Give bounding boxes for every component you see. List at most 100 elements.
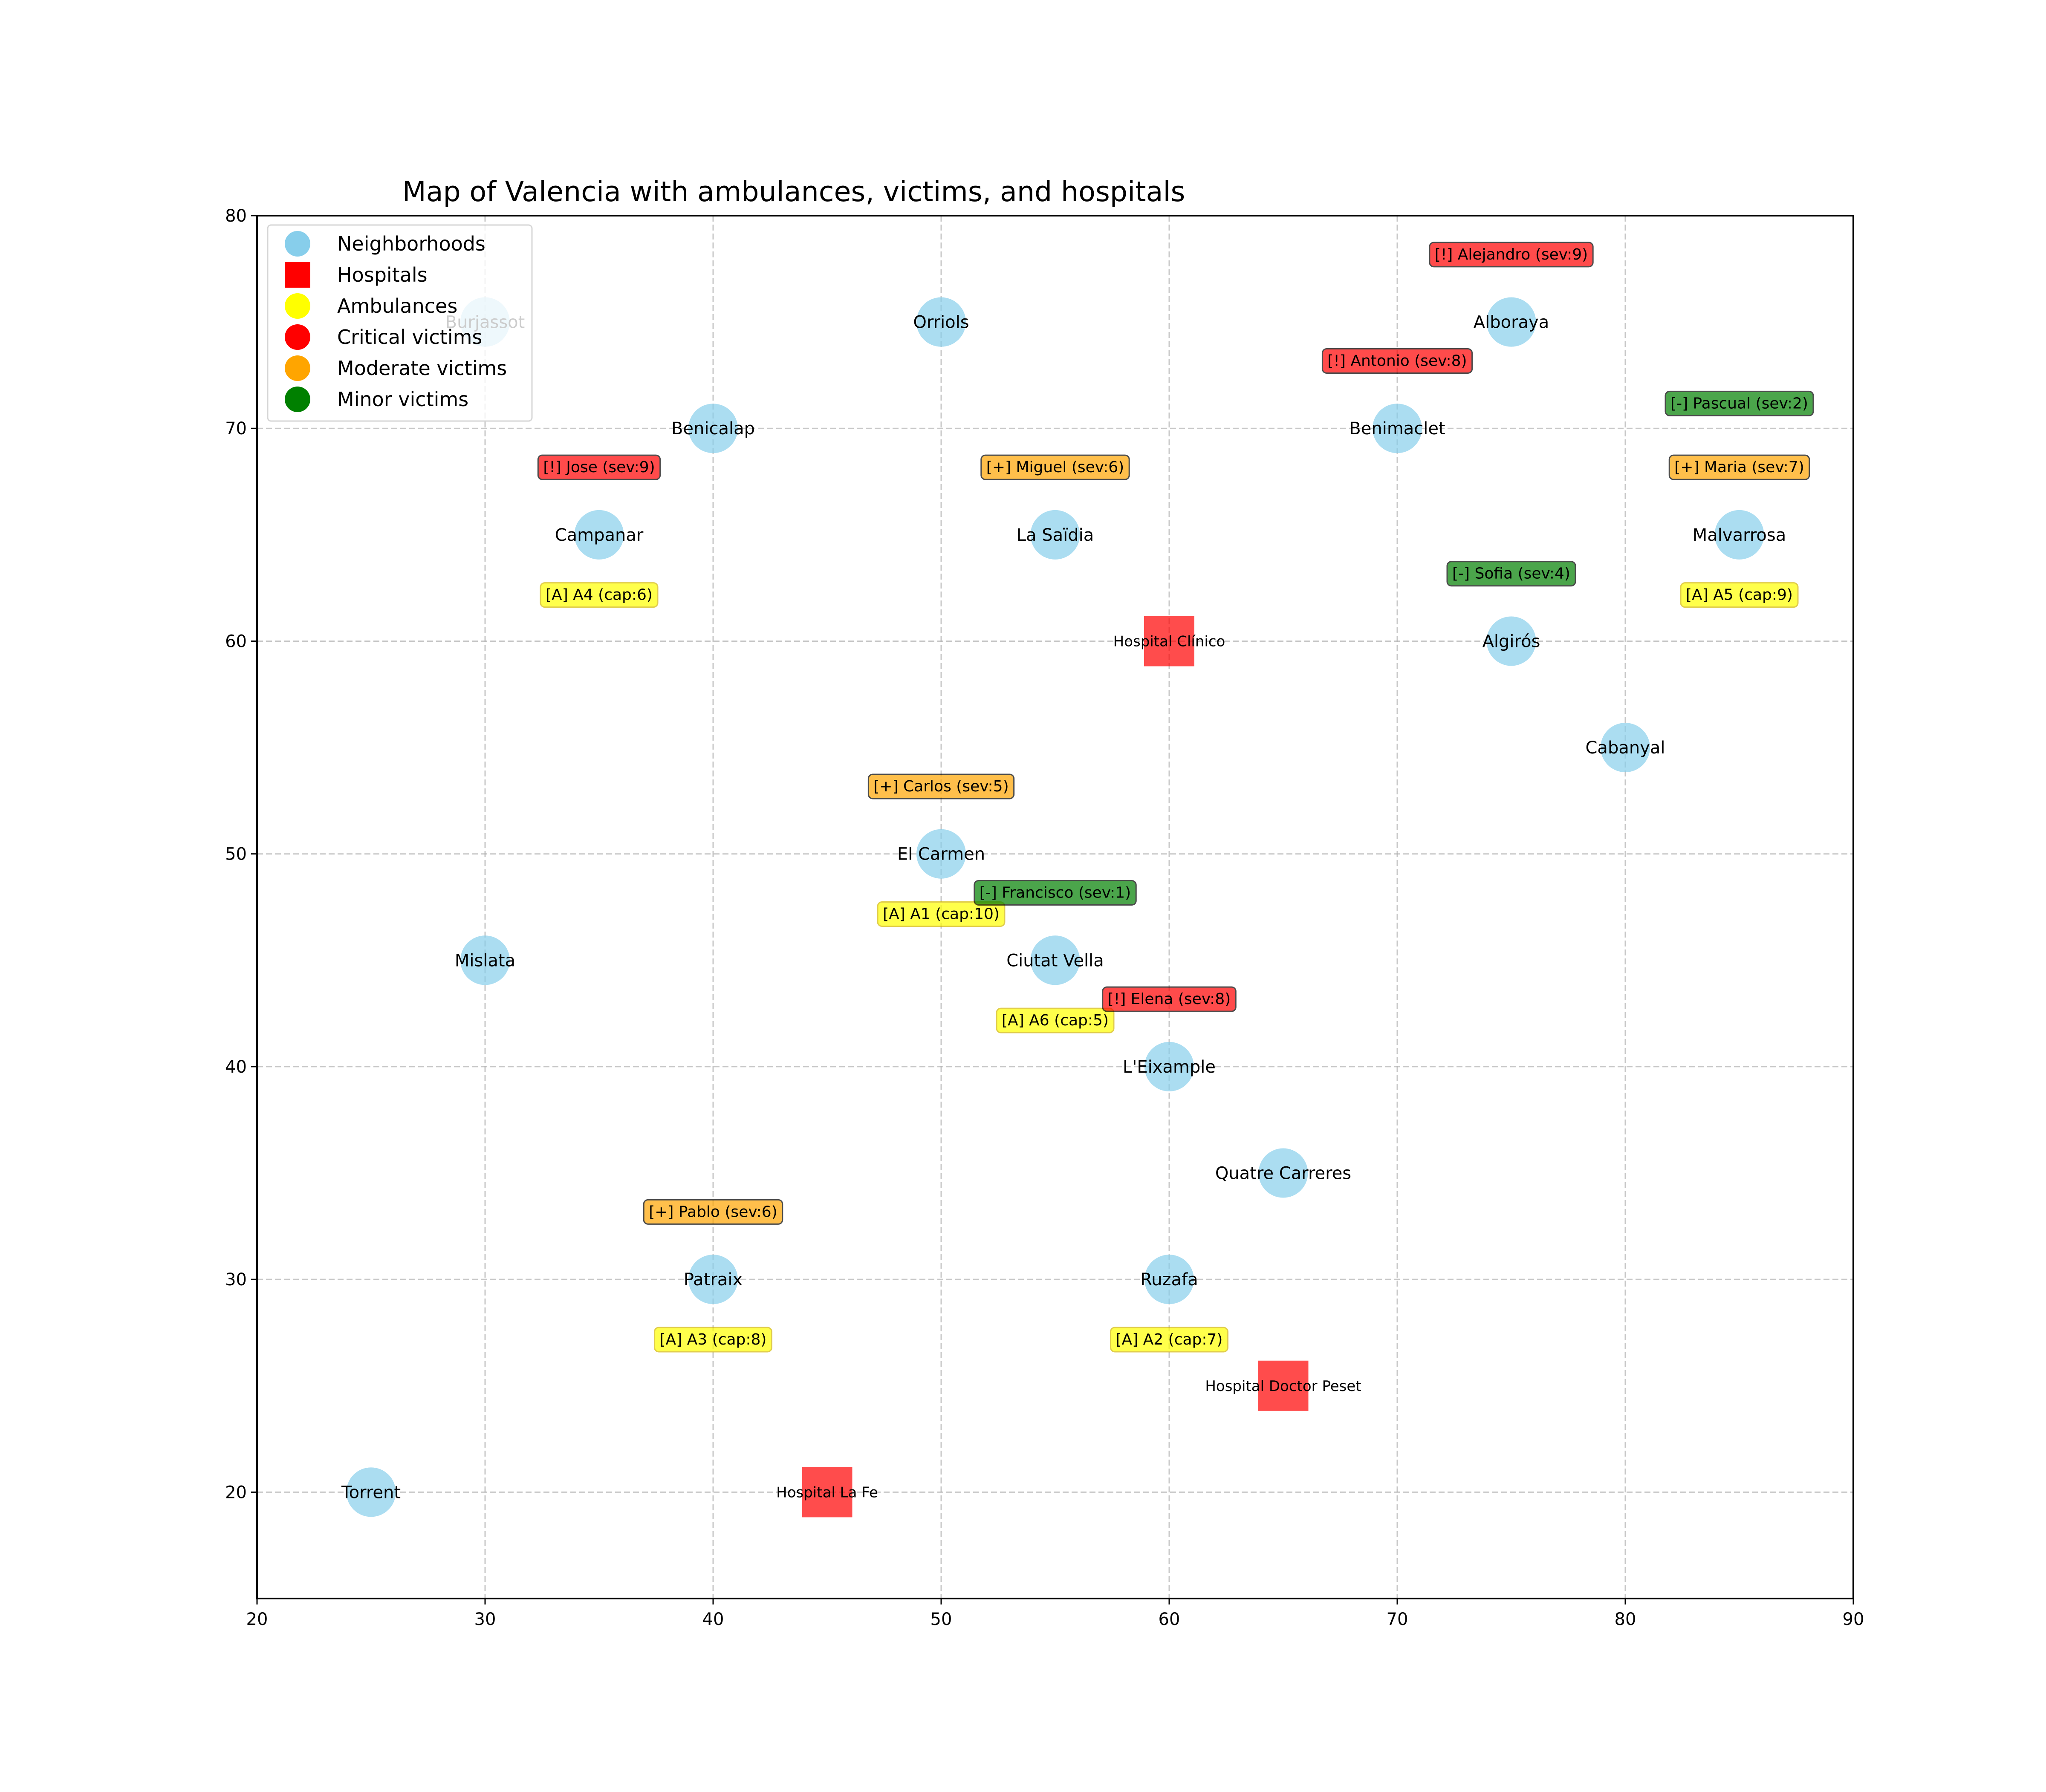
- victim-marker-label: [-] Sofia (sev:4): [1452, 565, 1570, 583]
- legend-box: [267, 224, 533, 422]
- y-tick-label: 40: [225, 1057, 247, 1077]
- victim-marker-label: [!] Jose (sev:9): [543, 459, 655, 476]
- victim-marker-box: [1102, 986, 1237, 1012]
- neighborhood-marker: [1486, 616, 1536, 666]
- neighborhood-label: Campanar: [555, 525, 644, 545]
- x-tick-label: 70: [1387, 1610, 1408, 1629]
- victim-marker-label: [-] Francisco (sev:1): [980, 884, 1131, 902]
- ambulance-marker: [A] A4 (cap:6): [540, 582, 659, 608]
- victim-marker-box: [537, 454, 661, 480]
- neighborhood-marker: [346, 1467, 396, 1517]
- neighborhood-label: Alboraya: [1474, 313, 1549, 332]
- x-tick-label: 30: [474, 1610, 496, 1629]
- plot-frame: [256, 215, 1854, 1599]
- neighborhood-label: El Carmen: [897, 845, 985, 864]
- y-tick-label: 30: [225, 1270, 247, 1290]
- neighborhood-label: Quatre Carreres: [1215, 1164, 1351, 1183]
- victim-marker-box: [1321, 348, 1473, 374]
- x-tick-label: 40: [702, 1610, 724, 1629]
- neighborhood-label: Ruzafa: [1140, 1270, 1198, 1290]
- x-tick-label: 80: [1615, 1610, 1636, 1629]
- victim-marker: [-] Sofia (sev:4): [1446, 561, 1576, 587]
- ambulance-marker-box: [1110, 1327, 1228, 1353]
- legend-label: Minor victims: [337, 388, 468, 411]
- ambulance-marker-label: [A] A2 (cap:7): [1116, 1331, 1223, 1348]
- victim-marker-box: [974, 880, 1137, 906]
- neighborhood-marker: [916, 829, 966, 879]
- ambulance-marker-label: [A] A6 (cap:5): [1002, 1012, 1109, 1029]
- victim-marker: [+] Pablo (sev:6): [643, 1199, 783, 1225]
- point-labels: BurjassotOrriolsAlborayaBenicalapBenimac…: [341, 242, 1814, 1502]
- ambulance-marker-label: [A] A4 (cap:6): [546, 586, 653, 604]
- axis-ticks: 20 30 40 50 60 70 80 90 20 30 40 50 60 70 80: [225, 206, 1864, 1629]
- neighborhood-marker: [1714, 510, 1764, 560]
- ambulance-marker-box: [654, 1327, 772, 1353]
- x-tick-label: 90: [1843, 1610, 1864, 1629]
- neighborhood-label: Benimaclet: [1349, 419, 1445, 439]
- x-tick-label: 20: [246, 1610, 268, 1629]
- neighborhood-label: Cabanyal: [1586, 738, 1665, 758]
- hospital-label: Hospital La Fe: [776, 1484, 878, 1501]
- hospital-label: Hospital Clínico: [1113, 633, 1225, 650]
- neighborhood-marker: [688, 1255, 738, 1304]
- neighborhood-label: Algirós: [1482, 632, 1540, 651]
- victim-marker-label: [!] Antonio (sev:8): [1327, 352, 1467, 369]
- hospital-marker: [1258, 1360, 1309, 1411]
- ambulance-marker-label: [A] A5 (cap:9): [1686, 586, 1793, 604]
- legend: Neighborhoods Hospitals Ambulances Critical…: [267, 224, 533, 422]
- victim-marker-box: [643, 1199, 783, 1225]
- neighborhood-marker: [460, 935, 510, 985]
- chart-title: Map of Valencia with ambulances, victims…: [402, 176, 1185, 208]
- victim-marker-label: [!] Elena (sev:8): [1108, 990, 1231, 1008]
- legend-marker: [285, 231, 310, 257]
- neighborhood-label: La Saïdia: [1017, 525, 1094, 545]
- legend-label: Moderate victims: [337, 357, 507, 380]
- hospital-label: Hospital Doctor Peset: [1205, 1378, 1361, 1395]
- victim-marker: [!] Jose (sev:9): [537, 454, 661, 480]
- neighborhood-marker: [1486, 297, 1536, 347]
- ambulance-marker-box: [877, 901, 1006, 927]
- victim-marker-box: [1429, 242, 1594, 268]
- neighborhood-label: Ciutat Vella: [1006, 951, 1104, 970]
- neighborhood-label: Malvarrosa: [1693, 525, 1786, 545]
- victim-marker-box: [1665, 390, 1814, 416]
- victim-marker: [!] Alejandro (sev:9): [1429, 242, 1594, 268]
- y-tick-label: 80: [225, 206, 247, 226]
- legend-label: Critical victims: [337, 326, 482, 349]
- victim-marker: [-] Francisco (sev:1): [974, 880, 1137, 906]
- y-tick-label: 70: [225, 419, 247, 439]
- victim-marker-label: [+] Maria (sev:7): [1674, 459, 1804, 476]
- ambulance-marker-box: [540, 582, 659, 608]
- neighborhood-label: Orriols: [913, 313, 969, 332]
- ambulance-marker: [A] A2 (cap:7): [1110, 1327, 1228, 1353]
- y-tick-label: 50: [225, 845, 247, 864]
- legend-marker: [285, 324, 310, 350]
- hospital-markers: [802, 616, 1309, 1518]
- neighborhood-label: Patraix: [684, 1270, 743, 1290]
- y-tick-label: 60: [225, 632, 247, 651]
- ambulance-marker-label: [A] A1 (cap:10): [883, 905, 1000, 923]
- neighborhood-marker: [574, 510, 624, 560]
- neighborhood-marker: [1601, 723, 1650, 773]
- victim-marker-box: [867, 773, 1015, 799]
- victim-marker: [+] Carlos (sev:5): [867, 773, 1015, 799]
- neighborhood-marker: [1030, 935, 1080, 985]
- ambulance-marker: [A] A3 (cap:8): [654, 1327, 772, 1353]
- legend-marker: [285, 355, 310, 381]
- victim-marker-label: [!] Alejandro (sev:9): [1435, 246, 1588, 263]
- ambulance-marker: [A] A6 (cap:5): [996, 1007, 1115, 1033]
- victim-marker: [!] Antonio (sev:8): [1321, 348, 1473, 374]
- neighborhood-marker: [1030, 510, 1080, 560]
- ambulance-marker: [A] A5 (cap:9): [1680, 582, 1799, 608]
- neighborhood-label: L'Eixample: [1123, 1057, 1216, 1077]
- neighborhood-marker: [1373, 404, 1422, 453]
- hospital-marker: [1144, 616, 1194, 667]
- hospital-marker: [802, 1467, 852, 1518]
- legend-marker: [285, 293, 310, 319]
- neighborhood-label: Mislata: [455, 951, 515, 970]
- y-tick-label: 20: [225, 1483, 247, 1502]
- ambulance-marker-box: [996, 1007, 1115, 1033]
- neighborhood-marker: [688, 404, 738, 453]
